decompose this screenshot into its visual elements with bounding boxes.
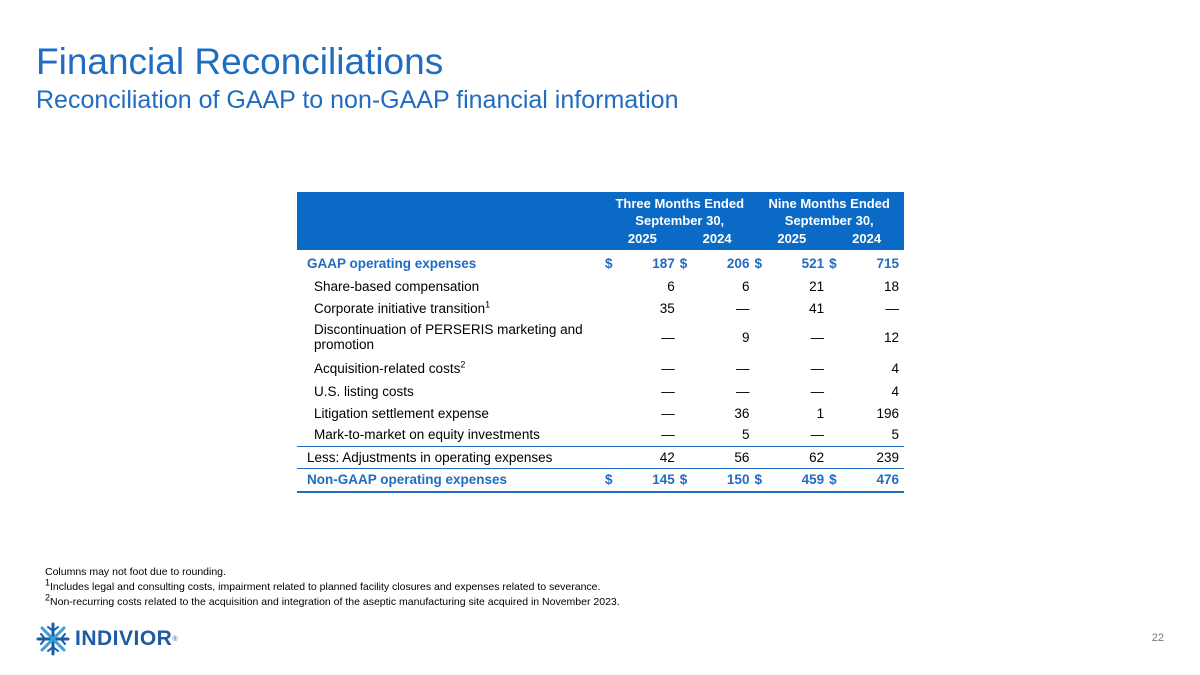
cell-value: 36 (734, 405, 750, 421)
currency-symbol: $ (829, 468, 844, 493)
table-row: Litigation settlement expense — 36 1 196 (297, 403, 904, 425)
indivior-logo: INDIVIOR ® (35, 620, 178, 658)
row-label: U.S. listing costs (314, 384, 414, 400)
footnote-mark: 1 (485, 299, 491, 310)
cell-value: — (661, 427, 675, 443)
non-gaap-operating-expenses-row: Non-GAAP operating expenses $ 145 $ 150 … (297, 468, 904, 493)
cell-value: 150 (693, 468, 755, 493)
year-header: 2024 (679, 229, 755, 250)
cell-value: 521 (801, 255, 825, 271)
brand-registered-mark: ® (172, 635, 178, 643)
reconciliation-table: Three Months Ended September 30, Nine Mo… (297, 192, 904, 493)
header-blank (297, 229, 606, 250)
table-row: Share-based compensation 6 6 21 18 (297, 276, 904, 298)
footnote-2: 2Non-recurring costs related to the acqu… (45, 592, 620, 608)
group-header-three-months: Three Months Ended September 30, (605, 192, 755, 229)
currency-symbol: $ (679, 255, 688, 271)
cell-value: 4 (891, 360, 899, 376)
table-year-header-row: 2025 2024 2025 2024 (297, 229, 904, 250)
brand-name: INDIVIOR (75, 627, 173, 650)
cell-value: — (661, 329, 675, 345)
page-number: 22 (1151, 632, 1164, 644)
group-header-line: September 30, (635, 213, 725, 228)
cell-value: 18 (883, 279, 899, 295)
group-header-line: September 30, (784, 213, 874, 228)
footnote-rounding: Columns may not foot due to rounding. (45, 566, 226, 578)
cell-value: — (735, 384, 750, 400)
group-header-line: Three Months Ended (615, 196, 745, 211)
table-row: Corporate initiative transition1 35 — 41… (297, 298, 904, 320)
gaap-operating-expenses-row: GAAP operating expenses $ 187 $ 206 $ 52… (297, 250, 904, 276)
header-blank (297, 192, 606, 229)
cell-value: 4 (891, 384, 899, 400)
group-header-line: Nine Months Ended (768, 196, 890, 211)
cell-value: 42 (619, 445, 680, 469)
cell-value: 6 (741, 279, 750, 295)
cell-value: 56 (693, 445, 755, 469)
cell-value: 715 (876, 255, 899, 271)
cell-value: 5 (891, 427, 899, 443)
currency-symbol: $ (605, 468, 620, 493)
row-label: Discontinuation of PERSERIS marketing an… (314, 322, 583, 352)
group-header-nine-months: Nine Months Ended September 30, (754, 192, 904, 229)
row-label: Litigation settlement expense (314, 405, 489, 421)
page-title: Financial Reconciliations (36, 41, 444, 82)
currency-symbol: $ (754, 468, 769, 493)
cell-value: — (661, 405, 675, 421)
table-row: U.S. listing costs — — — 4 (297, 381, 904, 403)
cell-value: — (810, 329, 825, 345)
table-group-header-row: Three Months Ended September 30, Nine Mo… (297, 192, 904, 229)
page-subtitle: Reconciliation of GAAP to non-GAAP finan… (36, 86, 679, 114)
row-label: Corporate initiative transition1 (314, 299, 491, 316)
cell-value: — (661, 360, 675, 376)
cell-value: — (810, 384, 825, 400)
cell-value: — (810, 427, 825, 443)
year-header: 2025 (605, 229, 680, 250)
footnote-mark: 2 (460, 359, 466, 369)
cell-value: 6 (667, 279, 675, 295)
cell-value: 35 (659, 300, 675, 316)
row-label: Share-based compensation (314, 279, 480, 295)
table-row: Mark-to-market on equity investments — 5… (297, 424, 904, 446)
cell-value: 196 (876, 405, 899, 421)
footnote-1: 1Includes legal and consulting costs, im… (45, 577, 601, 593)
currency-symbol: $ (829, 255, 837, 271)
currency-symbol: $ (605, 255, 613, 271)
cell-value: 62 (768, 445, 830, 469)
cell-value: 21 (809, 279, 825, 295)
table-row: Discontinuation of PERSERIS marketing an… (297, 319, 904, 355)
snowflake-logo-icon (36, 622, 70, 656)
cell-value: — (885, 300, 900, 316)
row-label: Non-GAAP operating expenses (297, 468, 606, 493)
less-adjustments-row: Less: Adjustments in operating expenses … (297, 445, 904, 469)
cell-value: 12 (883, 329, 899, 345)
cell-value: — (735, 360, 750, 376)
table-row: Acquisition-related costs2 — — — 4 (297, 355, 904, 381)
cell-value: 459 (768, 468, 830, 493)
row-label: Acquisition-related costs2 (314, 359, 466, 376)
cell-value: 5 (741, 427, 750, 443)
currency-symbol: $ (679, 468, 694, 493)
cell-value: 239 (843, 445, 904, 469)
cell-value: — (735, 300, 750, 316)
footnotes: Columns may not foot due to rounding. 1I… (45, 565, 620, 610)
cell-value: 476 (843, 468, 904, 493)
cell-value: 206 (726, 255, 750, 271)
year-header: 2024 (829, 229, 904, 250)
row-label: Mark-to-market on equity investments (314, 427, 540, 443)
cell-value: 187 (652, 255, 675, 271)
row-label: Less: Adjustments in operating expenses (297, 445, 606, 469)
cell-value: 145 (619, 468, 680, 493)
cell-value: 41 (809, 300, 825, 316)
row-label: GAAP operating expenses (307, 255, 477, 271)
cell-value: — (810, 360, 825, 376)
cell-value: 9 (741, 329, 750, 345)
currency-symbol: $ (754, 255, 762, 271)
year-header: 2025 (754, 229, 830, 250)
cell-value: 1 (816, 405, 825, 421)
cell-value: — (661, 384, 675, 400)
